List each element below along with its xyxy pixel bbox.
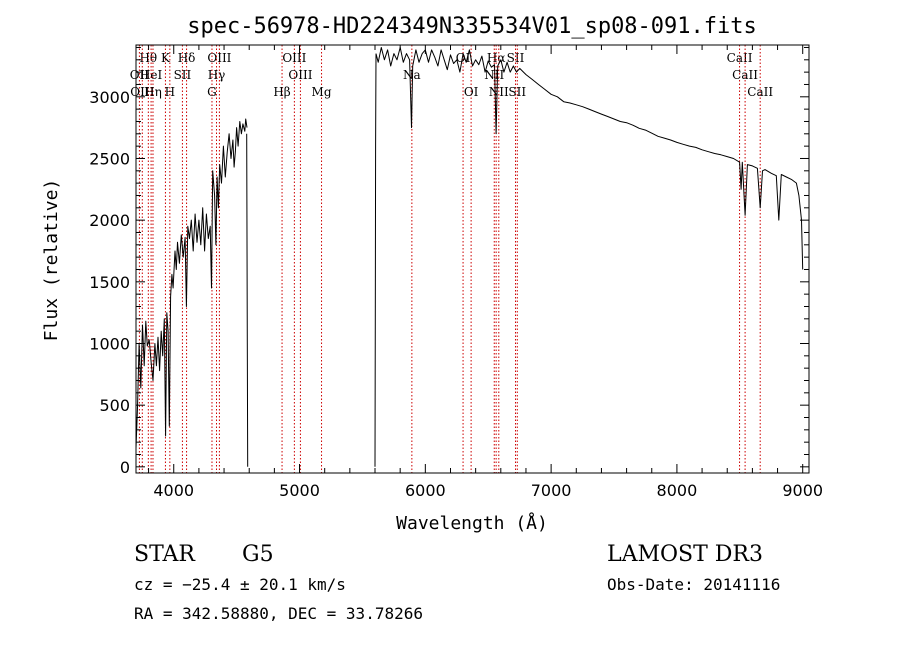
line-label: OIII [207,51,231,65]
x-tick-label: 6000 [405,481,446,500]
y-tick-label: 3000 [89,88,130,107]
line-label: CaII [732,68,758,82]
spectrum-line [135,118,248,449]
x-tick-label: 4000 [153,481,194,500]
line-label: Hβ [273,85,290,99]
object-class: STAR [134,542,196,567]
y-tick-label: 1500 [89,273,130,292]
spectrum-line [246,133,249,467]
obs-date: Obs-Date: 20141116 [607,575,780,594]
x-tick-label: 5000 [279,481,320,500]
spectral-subclass: G5 [242,542,274,567]
line-label: H [165,85,175,99]
coordinates: RA = 342.58880, DEC = 33.78266 [134,604,423,623]
line-label: OIII [288,68,312,82]
x-tick-label: 9000 [782,481,823,500]
line-label: Hγ [208,68,226,82]
y-tick-label: 1000 [89,334,130,353]
y-tick-label: 500 [99,396,130,415]
line-label: Na [403,68,421,82]
chart-title: spec-56978-HD224349N335534V01_sp08-091.f… [187,14,757,39]
line-label: Hθ [139,51,157,65]
line-label: CaII [727,51,753,65]
axis-ticks: 4000 5000 6000 7000 8000 9000 0 500 1000 1500 2000… [89,45,823,500]
line-label: SII [508,85,526,99]
spectrum-line [374,53,377,467]
line-label: OII [130,68,150,82]
y-axis-label: Flux (relative) [41,179,62,342]
line-label: G [207,85,217,99]
line-label: NII [489,85,509,99]
line-label: Hδ [178,51,196,65]
line-label: SII [174,68,192,82]
line-label: K [161,51,171,65]
y-tick-label: 2500 [89,149,130,168]
y-tick-label: 0 [120,458,130,477]
line-label: Mg [312,85,332,99]
x-axis-label: Wavelength (Å) [396,512,548,534]
x-tick-label: 8000 [657,481,698,500]
line-label: HeI [140,68,163,82]
plot-frame [135,44,810,474]
line-label: SII [507,51,525,65]
y-tick-label: 2000 [89,211,130,230]
line-label: CaII [747,85,773,99]
line-label: OI [464,85,479,99]
x-tick-label: 7000 [531,481,572,500]
line-label: OIII [282,51,306,65]
survey-name: LAMOST DR3 [607,542,763,567]
redshift-cz: cz = −25.4 ± 20.1 km/s [134,575,346,594]
line-label: Hη [144,85,162,99]
